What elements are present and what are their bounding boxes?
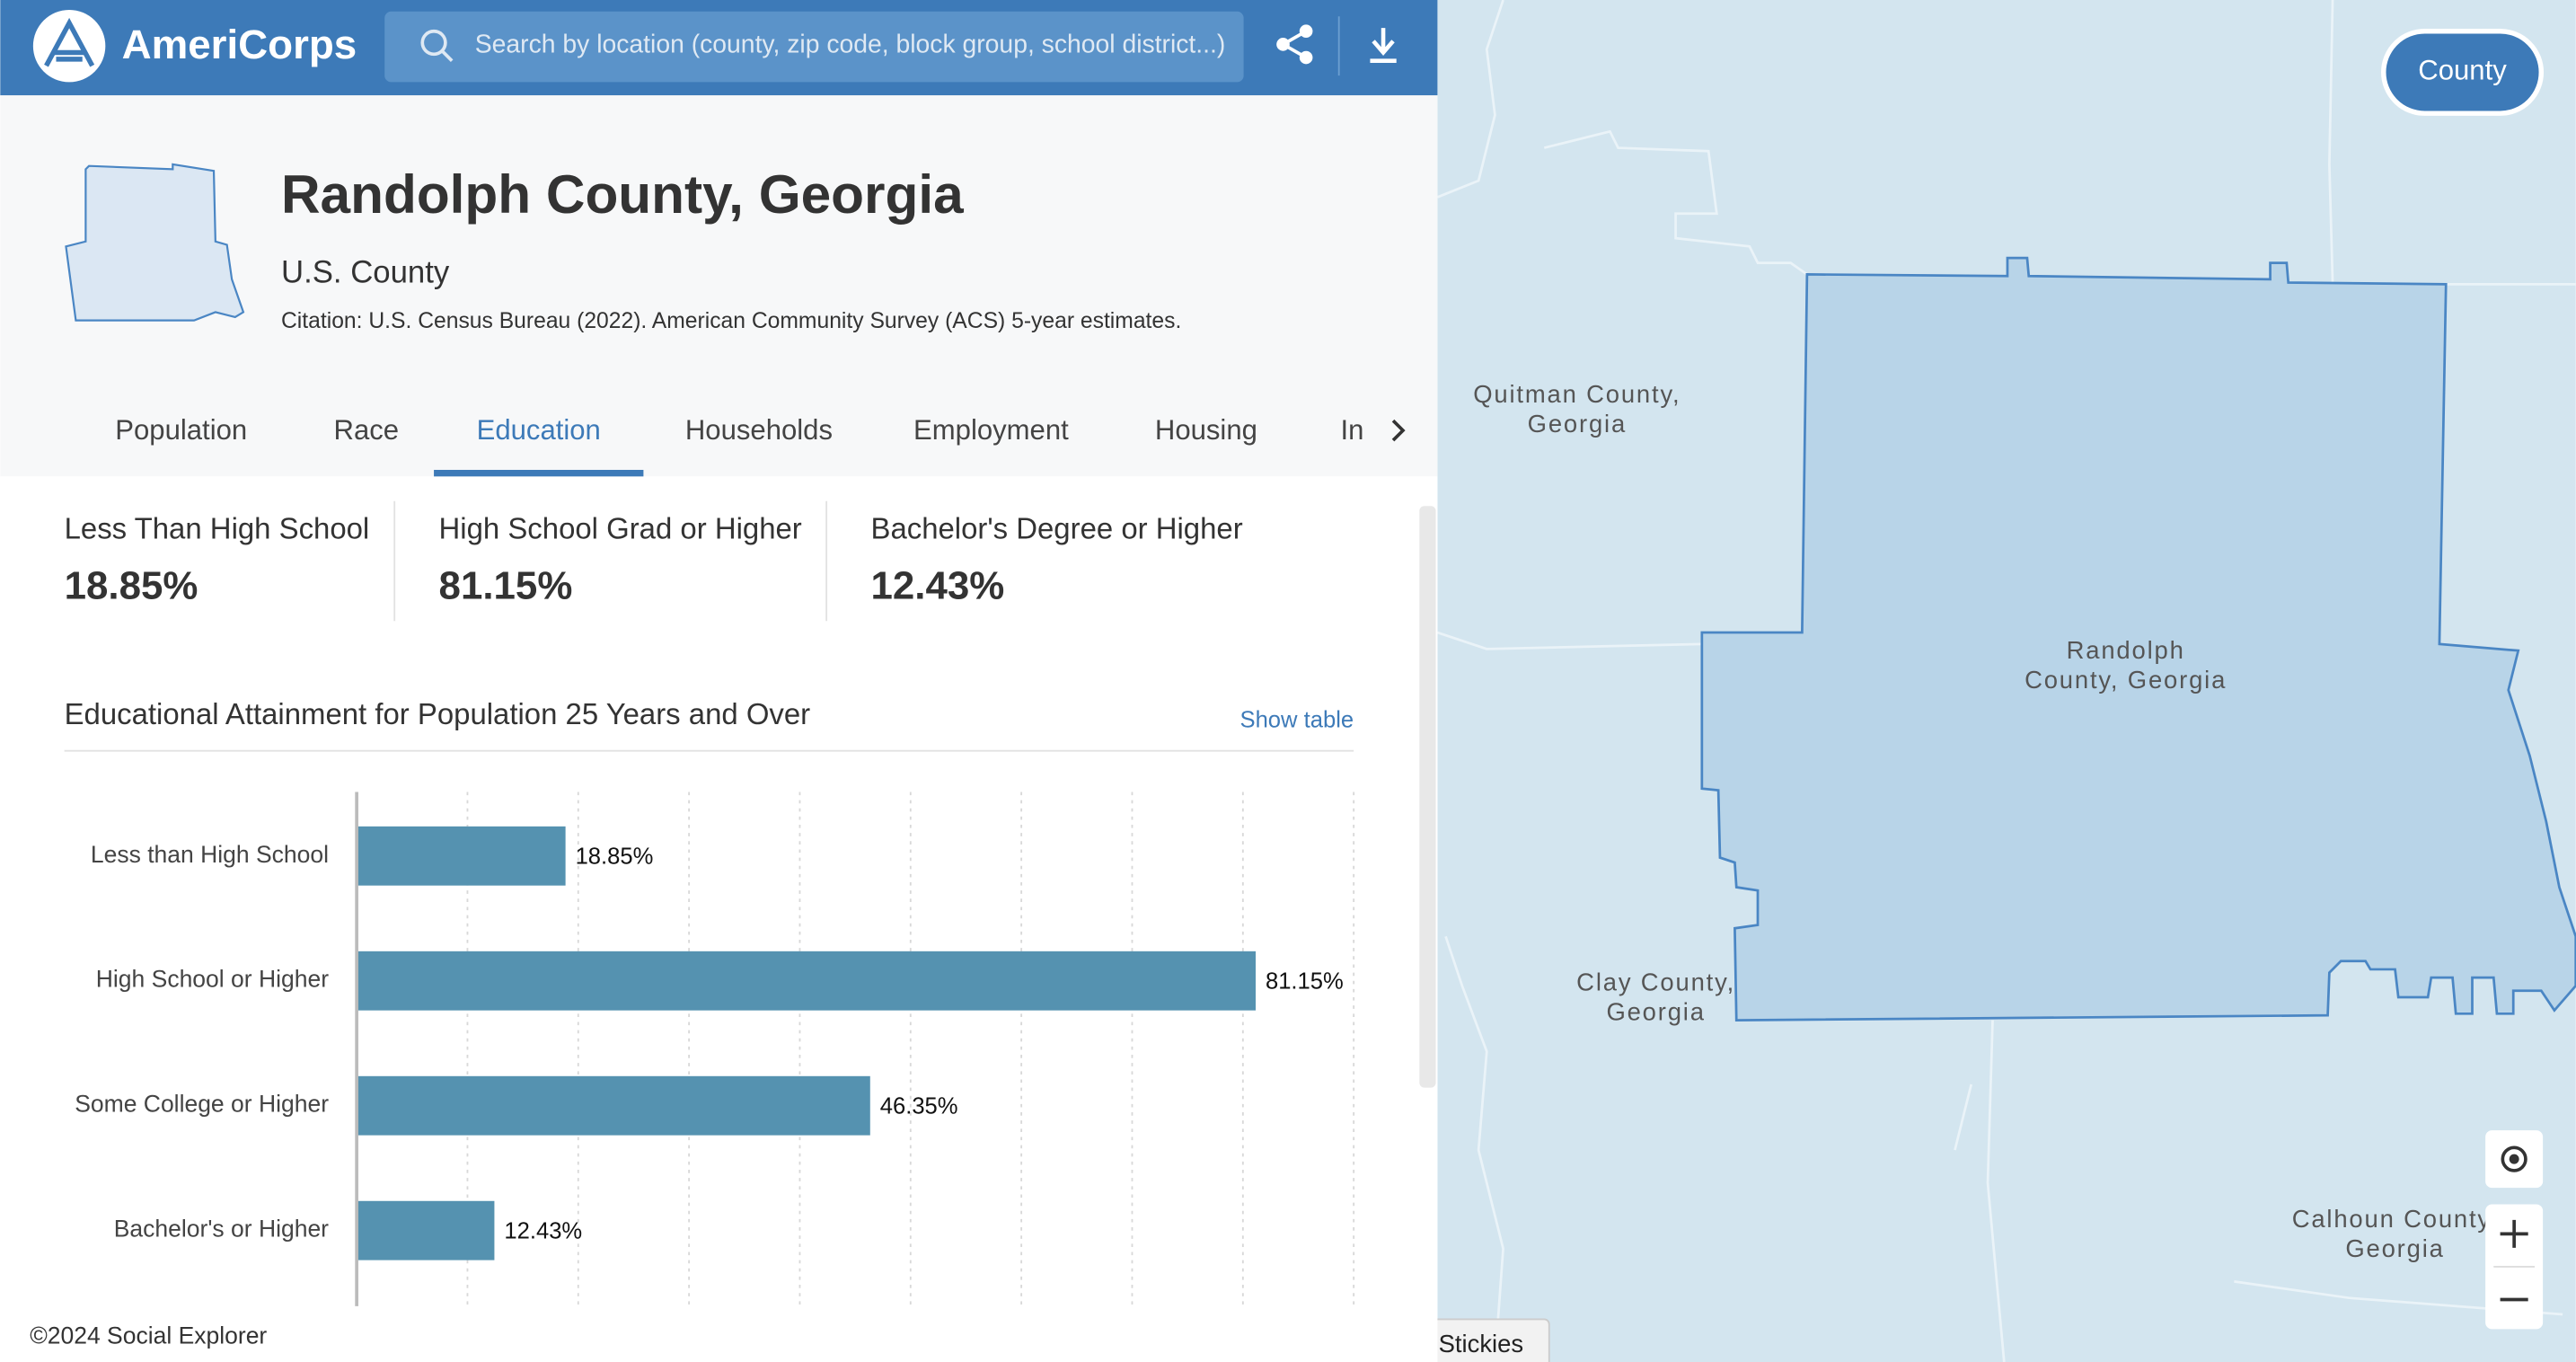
- map-label: Georgia: [2345, 1234, 2444, 1262]
- stat-value: 12.43%: [871, 563, 1005, 607]
- tab[interactable]: Population: [115, 414, 247, 446]
- stickies-label: Stickies: [1439, 1330, 1523, 1358]
- y-tick-label: Bachelor's or Higher: [114, 1216, 329, 1243]
- stat-label: Less Than High School: [65, 511, 370, 544]
- y-tick-label: Less than High School: [91, 841, 329, 868]
- stat-value: 18.85%: [65, 563, 198, 607]
- place-header: [0, 95, 1438, 477]
- brand: AmeriCorps: [122, 22, 357, 67]
- search-icon: [420, 29, 447, 57]
- footer: ©2024 Social Explorer: [30, 1322, 267, 1349]
- search-box[interactable]: [384, 11, 1244, 83]
- map-label: Randolph: [2067, 636, 2185, 664]
- map-label: County, Georgia: [2025, 666, 2227, 694]
- chart-title: Educational Attainment for Population 25…: [65, 697, 811, 730]
- layer-button-label: County: [2418, 55, 2507, 86]
- bar-value-label: 46.35%: [880, 1093, 958, 1119]
- download-button[interactable]: [1370, 28, 1397, 63]
- zoom-in[interactable]: [2500, 1219, 2528, 1248]
- bar-value-label: 81.15%: [1266, 968, 1344, 994]
- tab[interactable]: Households: [685, 414, 833, 446]
- citation: Citation: U.S. Census Bureau (2022). Ame…: [281, 309, 1181, 333]
- stats: Less Than High School 18.85% High School G…: [65, 511, 1243, 607]
- show-table[interactable]: Show table: [1240, 708, 1354, 733]
- tabs-next[interactable]: [1391, 419, 1406, 442]
- layer-button[interactable]: [2381, 29, 2545, 116]
- share-button[interactable]: [1276, 24, 1313, 65]
- y-tick-label: High School or Higher: [96, 966, 329, 993]
- scrollbar[interactable]: [1419, 506, 1436, 1088]
- map-label: Clay County,: [1576, 968, 1735, 996]
- logo-mark: [44, 17, 95, 67]
- randolph-county-shape[interactable]: [1700, 256, 2576, 1022]
- map-label: Calhoun County,: [2292, 1205, 2499, 1233]
- search-placeholder: Search by location (county, zip code, bl…: [475, 31, 1226, 59]
- tab[interactable]: Education: [477, 414, 601, 446]
- search-icon-handle: [440, 49, 454, 62]
- bar: [357, 1075, 870, 1136]
- tab[interactable]: In: [1341, 414, 1364, 446]
- county-borders: [1436, 0, 2576, 1362]
- stat-value: 81.15%: [439, 563, 573, 607]
- logo: [32, 9, 106, 83]
- map-label: Georgia: [1528, 410, 1627, 438]
- stat-label: High School Grad or Higher: [439, 511, 802, 544]
- bar: [357, 1200, 495, 1260]
- place-subtitle: U.S. County: [281, 256, 450, 290]
- content-panel: [0, 476, 1438, 1362]
- stat-label: Bachelor's Degree or Higher: [871, 511, 1243, 544]
- place-title: Randolph County, Georgia: [281, 164, 964, 225]
- bar: [357, 951, 1256, 1011]
- tab[interactable]: Employment: [913, 414, 1069, 446]
- tab[interactable]: Housing: [1155, 414, 1257, 446]
- map-label: Quitman County,: [1473, 380, 1681, 408]
- bar-value-label: 12.43%: [504, 1218, 582, 1243]
- tab-underline: [434, 470, 644, 477]
- locate-icon: [2501, 1145, 2527, 1172]
- place-thumbnail: [65, 163, 245, 322]
- bar-chart: Less than High School 18.85% High School o…: [75, 792, 1355, 1306]
- bar: [357, 826, 566, 886]
- tab[interactable]: Race: [334, 414, 400, 446]
- y-tick-label: Some College or Higher: [75, 1091, 329, 1118]
- bar-value-label: 18.85%: [576, 844, 654, 869]
- locate-icon-dot: [2509, 1154, 2519, 1164]
- tabs: Population Race Education Households Employm…: [115, 414, 1364, 477]
- map-label: Georgia: [1606, 998, 1705, 1026]
